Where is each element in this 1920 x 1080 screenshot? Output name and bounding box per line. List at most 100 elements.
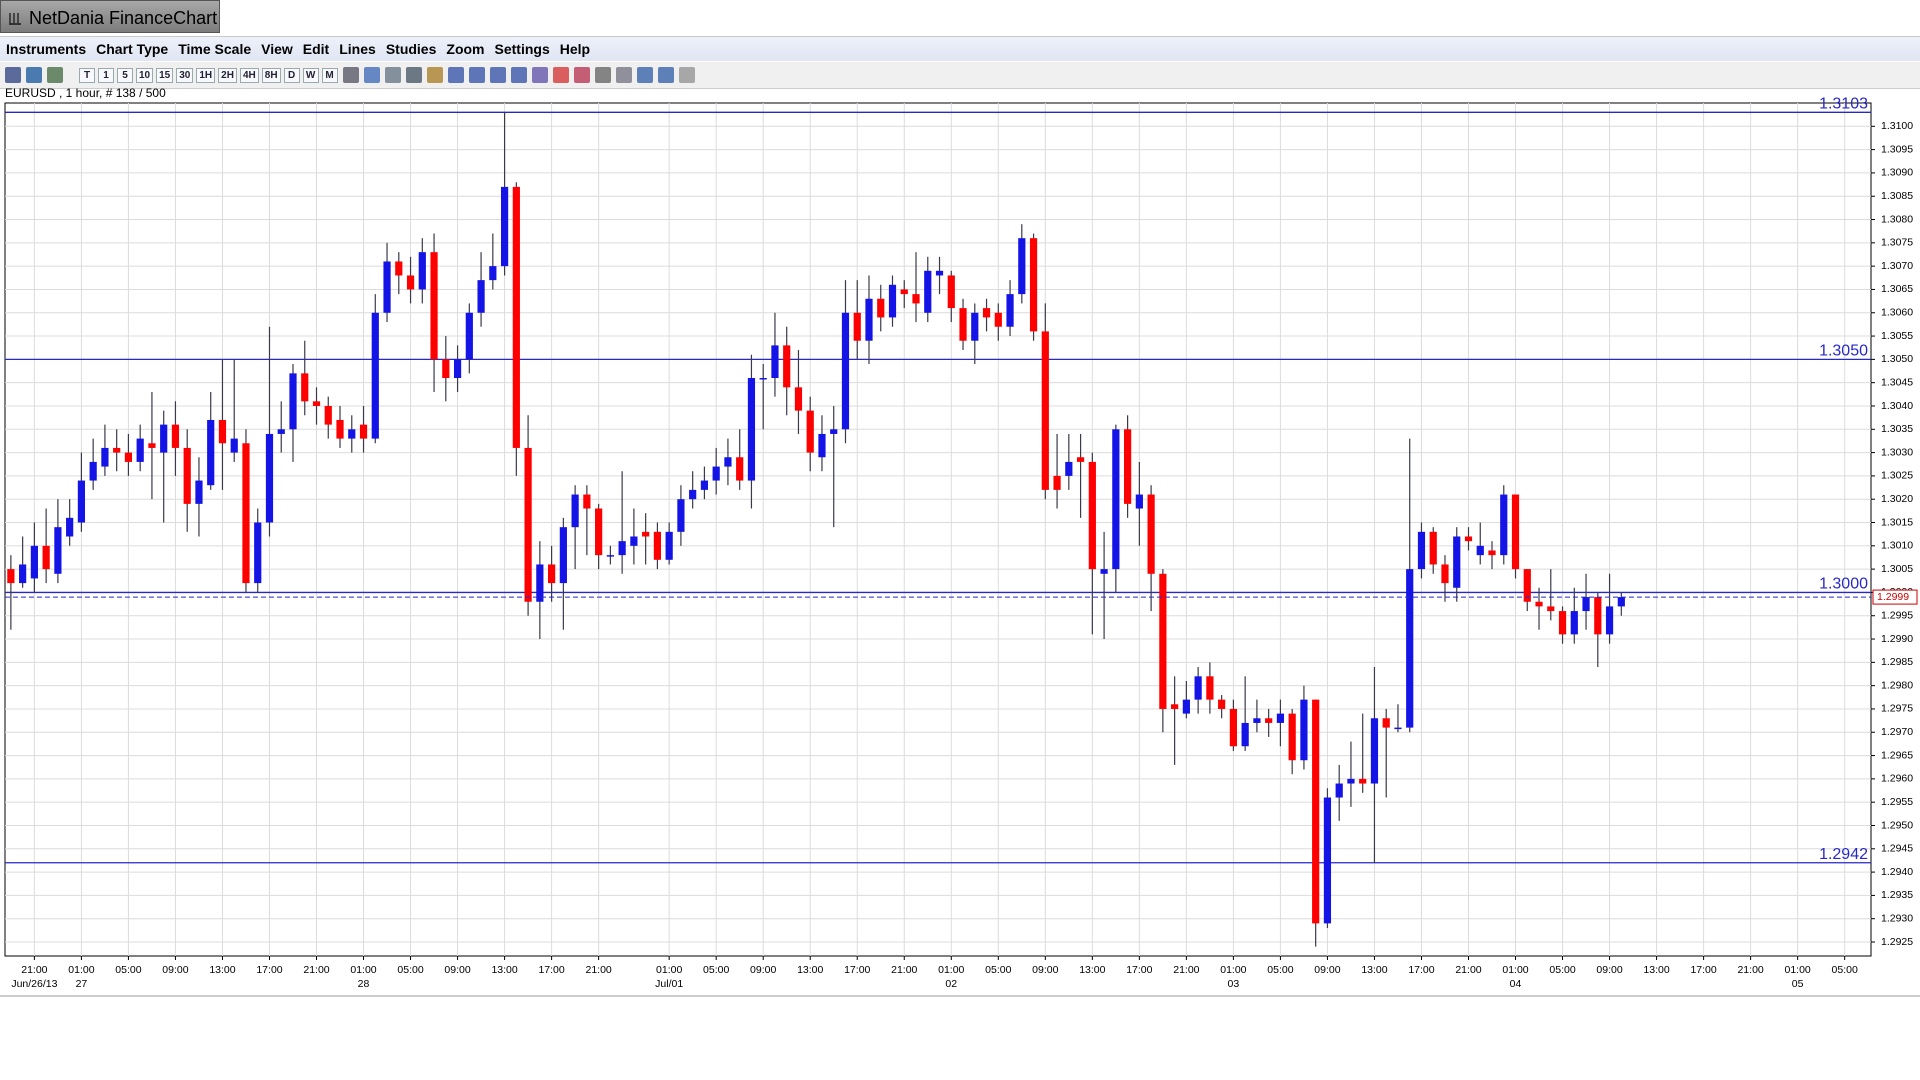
y-tick-label: 1.3045 xyxy=(1881,376,1913,388)
candle-body xyxy=(1100,569,1108,574)
toolbar-icon[interactable] xyxy=(5,67,21,83)
toolbar-icon[interactable] xyxy=(384,67,401,83)
candle-body xyxy=(888,284,897,318)
menu-item[interactable]: Time Scale xyxy=(178,41,252,57)
y-tick-label: 1.3025 xyxy=(1881,470,1913,482)
x-tick-label: 17:00 xyxy=(1126,964,1152,976)
toolbar-icon[interactable] xyxy=(405,67,422,83)
y-tick-label: 1.3090 xyxy=(1881,167,1913,179)
candle-body xyxy=(1147,494,1155,574)
toolbar-icon[interactable] xyxy=(594,67,611,83)
toolbar-button[interactable]: 30 xyxy=(176,67,194,83)
menu-item[interactable]: Help xyxy=(559,41,591,57)
toolbar-icon[interactable] xyxy=(426,67,443,83)
x-tick-label: 17:00 xyxy=(538,964,564,976)
candle-body xyxy=(430,252,438,360)
toolbar-icon[interactable] xyxy=(531,67,548,83)
toolbar-icon[interactable] xyxy=(552,67,569,83)
menu-item[interactable]: Lines xyxy=(339,41,376,57)
menu-item[interactable]: View xyxy=(261,41,293,57)
menu-item[interactable]: Studies xyxy=(385,41,437,57)
x-tick-label: 17:00 xyxy=(256,964,282,976)
toolbar-icon[interactable] xyxy=(363,67,380,83)
toolbar-button[interactable]: D xyxy=(283,67,300,83)
candle-body xyxy=(1605,606,1614,635)
toolbar-icon[interactable] xyxy=(489,67,506,83)
plot-frame xyxy=(4,102,1872,957)
toolbar-icon[interactable] xyxy=(573,67,590,83)
toolbar-icon[interactable] xyxy=(678,67,695,83)
toolbar-button[interactable]: 15 xyxy=(156,67,174,83)
y-tick-label: 1.2980 xyxy=(1881,679,1913,691)
title-bar: NetDania FinanceChart xyxy=(0,0,1920,37)
x-date-label: 27 xyxy=(76,978,88,990)
y-tick-label: 1.3035 xyxy=(1881,423,1913,435)
candle-body xyxy=(1124,429,1132,504)
toolbar-icon[interactable] xyxy=(636,67,653,83)
toolbar-button[interactable]: 4H xyxy=(239,67,259,83)
y-tick-label: 1.3030 xyxy=(1881,446,1913,458)
x-tick-label: 09:00 xyxy=(162,964,188,976)
y-tick-label: 1.3060 xyxy=(1881,307,1913,319)
toolbar-button[interactable]: M xyxy=(321,67,338,83)
window-tab[interactable]: NetDania FinanceChart xyxy=(0,0,220,33)
toolbar-icon[interactable] xyxy=(47,67,63,83)
y-tick-label: 1.3020 xyxy=(1881,493,1913,505)
candle-body xyxy=(1570,611,1578,635)
candle-body xyxy=(136,438,144,462)
toolbar-button[interactable]: 10 xyxy=(136,67,154,83)
x-tick-label: 13:00 xyxy=(209,964,235,976)
y-tick-label: 1.3065 xyxy=(1881,283,1913,295)
x-tick-label: 09:00 xyxy=(1596,964,1622,976)
candle-body xyxy=(900,289,908,295)
candle-body xyxy=(653,531,662,560)
toolbar-icon[interactable] xyxy=(447,67,464,83)
x-tick-label: 17:00 xyxy=(1408,964,1434,976)
toolbar-button[interactable]: 2H xyxy=(218,67,237,83)
candle-body xyxy=(195,480,203,504)
menu-item[interactable]: Settings xyxy=(494,41,550,57)
candle-body xyxy=(1406,569,1414,728)
toolbar-button[interactable]: 1 xyxy=(98,67,114,83)
x-tick-label: 01:00 xyxy=(1784,964,1810,976)
candle-body xyxy=(1429,531,1437,565)
toolbar-button[interactable]: 5 xyxy=(117,67,133,83)
x-tick-label: 13:00 xyxy=(797,964,823,976)
candle-body xyxy=(1370,718,1379,784)
y-tick-label: 1.2950 xyxy=(1881,819,1913,831)
x-tick-label: 05:00 xyxy=(115,964,141,976)
candle-body xyxy=(1076,457,1085,462)
candle-body xyxy=(242,443,250,584)
y-tick-label: 1.2985 xyxy=(1881,656,1913,668)
candle-body xyxy=(1182,699,1190,714)
toolbar-button[interactable]: W xyxy=(302,67,319,83)
x-date-label: 05 xyxy=(1792,978,1804,990)
toolbar-icon[interactable] xyxy=(657,67,674,83)
candle-body xyxy=(736,457,744,481)
candle-body xyxy=(30,545,38,579)
toolbar-icon[interactable] xyxy=(510,67,527,83)
x-tick-label: 01:00 xyxy=(1502,964,1528,976)
candle-body xyxy=(383,261,391,313)
toolbar-button[interactable]: T xyxy=(79,67,95,83)
menu-item[interactable]: Chart Type xyxy=(96,41,169,57)
candle-body xyxy=(371,312,379,439)
toolbar-button[interactable]: 8H xyxy=(261,67,281,83)
x-tick-label: 13:00 xyxy=(1361,964,1387,976)
candle-body xyxy=(818,433,826,458)
menu-item[interactable]: Zoom xyxy=(446,41,485,57)
x-tick-label: 01:00 xyxy=(938,964,964,976)
candle-body xyxy=(1218,699,1226,709)
candle-body xyxy=(113,447,121,453)
toolbar-icon[interactable] xyxy=(26,67,42,83)
toolbar-icon[interactable] xyxy=(468,67,485,83)
menu-item[interactable]: Instruments xyxy=(6,41,87,57)
toolbar-icon[interactable] xyxy=(342,67,359,83)
toolbar-button[interactable]: 1H xyxy=(196,67,216,83)
menu-item[interactable]: Edit xyxy=(302,41,330,57)
candle-body xyxy=(1547,606,1555,612)
x-tick-label: 05:00 xyxy=(1832,964,1858,976)
toolbar-icon[interactable] xyxy=(615,67,632,83)
y-tick-label: 1.2960 xyxy=(1881,773,1913,785)
candle-body xyxy=(853,312,861,341)
